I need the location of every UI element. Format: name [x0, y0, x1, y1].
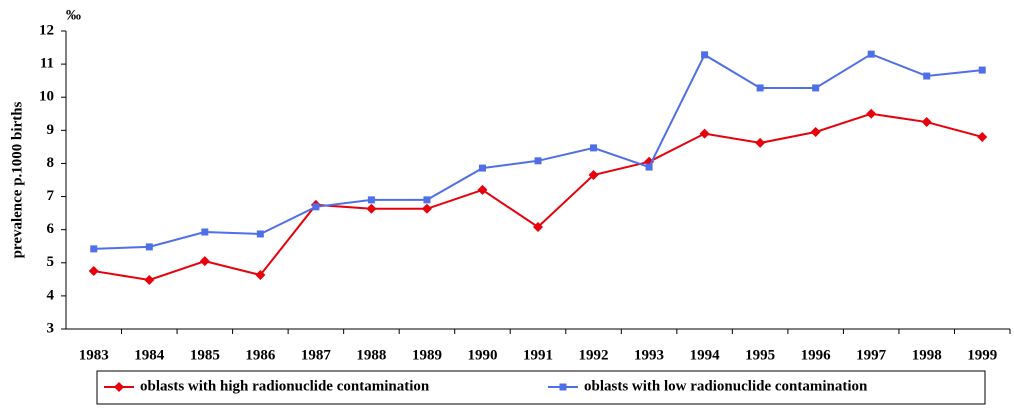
- x-tick-label: 1987: [301, 347, 332, 363]
- point: [701, 51, 709, 59]
- point: [755, 137, 766, 148]
- y-axis-label: prevalence p.1000 births: [9, 101, 25, 258]
- x-tick-label: 1991: [523, 347, 553, 363]
- point: [977, 131, 988, 142]
- point: [201, 228, 209, 236]
- point: [145, 243, 153, 251]
- point: [478, 164, 486, 172]
- x-tick-label: 1997: [856, 347, 887, 363]
- point: [812, 84, 820, 92]
- point: [699, 128, 710, 139]
- x-tick-label: 1989: [412, 347, 442, 363]
- point: [923, 72, 931, 80]
- point: [559, 383, 567, 391]
- point: [256, 230, 264, 238]
- x-tick-label: 1988: [356, 347, 386, 363]
- y-tick-label: 5: [47, 254, 55, 270]
- point: [255, 270, 266, 281]
- point: [645, 163, 653, 171]
- point: [421, 203, 432, 214]
- y-tick-label: 7: [47, 188, 55, 204]
- x-tick-label: 1996: [801, 347, 832, 363]
- point: [534, 157, 542, 165]
- series-line: [93, 53, 983, 250]
- x-tick-label: 1990: [467, 347, 497, 363]
- x-tick-label: 1986: [245, 347, 276, 363]
- y-tick-label: 10: [39, 89, 54, 105]
- point: [866, 108, 877, 119]
- legend-box: [96, 370, 986, 405]
- y-tick-label: 6: [47, 221, 55, 237]
- point: [312, 203, 320, 211]
- legend-label: oblasts with low radionuclide contaminat…: [584, 378, 868, 394]
- point: [810, 126, 821, 137]
- legend-label: oblasts with high radionuclide contamina…: [140, 378, 430, 394]
- point: [88, 266, 99, 277]
- x-tick-label: 1992: [579, 347, 609, 363]
- point: [114, 382, 124, 392]
- point: [588, 170, 599, 181]
- series-line: [93, 112, 983, 282]
- y-tick-label: 4: [47, 287, 55, 303]
- x-tick-label: 1993: [634, 347, 664, 363]
- x-tick-label: 1994: [690, 347, 721, 363]
- point: [590, 144, 598, 152]
- point: [366, 203, 377, 214]
- point: [921, 117, 932, 128]
- x-tick-label: 1995: [745, 347, 775, 363]
- y-tick-label: 8: [47, 155, 55, 171]
- point: [144, 274, 155, 285]
- point: [90, 245, 98, 253]
- y-tick-label: 9: [47, 122, 55, 138]
- x-tick-label: 1998: [912, 347, 942, 363]
- unit-label: ‰: [66, 7, 81, 23]
- point: [867, 50, 875, 58]
- x-tick-label: 1984: [134, 347, 165, 363]
- x-tick-label: 1985: [190, 347, 220, 363]
- y-tick-label: 3: [47, 320, 55, 336]
- x-tick-label: 1999: [967, 347, 997, 363]
- point: [533, 222, 543, 233]
- point: [199, 256, 210, 267]
- y-tick-label: 11: [40, 56, 54, 72]
- x-tick-label: 1983: [79, 347, 109, 363]
- point: [423, 196, 431, 204]
- y-tick-label: 12: [39, 22, 54, 38]
- point: [756, 84, 764, 92]
- point: [367, 196, 375, 204]
- point: [978, 66, 986, 74]
- point: [477, 184, 488, 195]
